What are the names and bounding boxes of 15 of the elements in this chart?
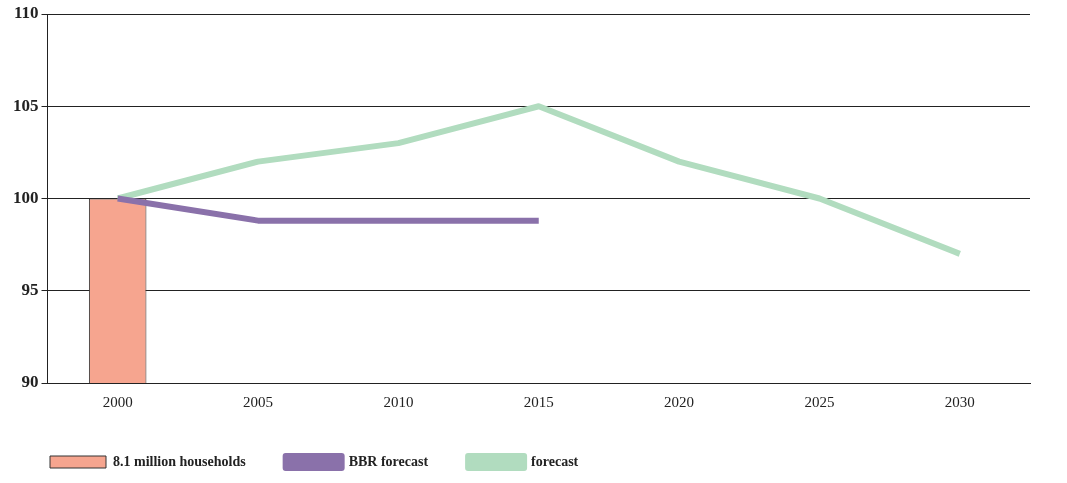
y-tick-label: 105 bbox=[13, 95, 39, 115]
y-tick-label: 95 bbox=[21, 280, 39, 300]
y-tick-label: 90 bbox=[21, 372, 39, 392]
legend-label: 8.1 million households bbox=[113, 453, 247, 469]
legend-label: BBR forecast bbox=[348, 453, 429, 469]
x-tick-label: 2005 bbox=[243, 393, 274, 410]
x-tick-label: 2010 bbox=[383, 393, 414, 410]
y-tick-label: 100 bbox=[13, 187, 39, 207]
legend-label: forecast bbox=[531, 453, 579, 469]
x-tick-label: 2020 bbox=[664, 393, 695, 410]
x-tick-label: 2030 bbox=[944, 393, 975, 410]
y-tick-label: 110 bbox=[13, 3, 39, 23]
x-tick-label: 2000 bbox=[102, 393, 133, 410]
x-tick-label: 2015 bbox=[523, 393, 554, 410]
x-tick-label: 2025 bbox=[804, 393, 835, 410]
